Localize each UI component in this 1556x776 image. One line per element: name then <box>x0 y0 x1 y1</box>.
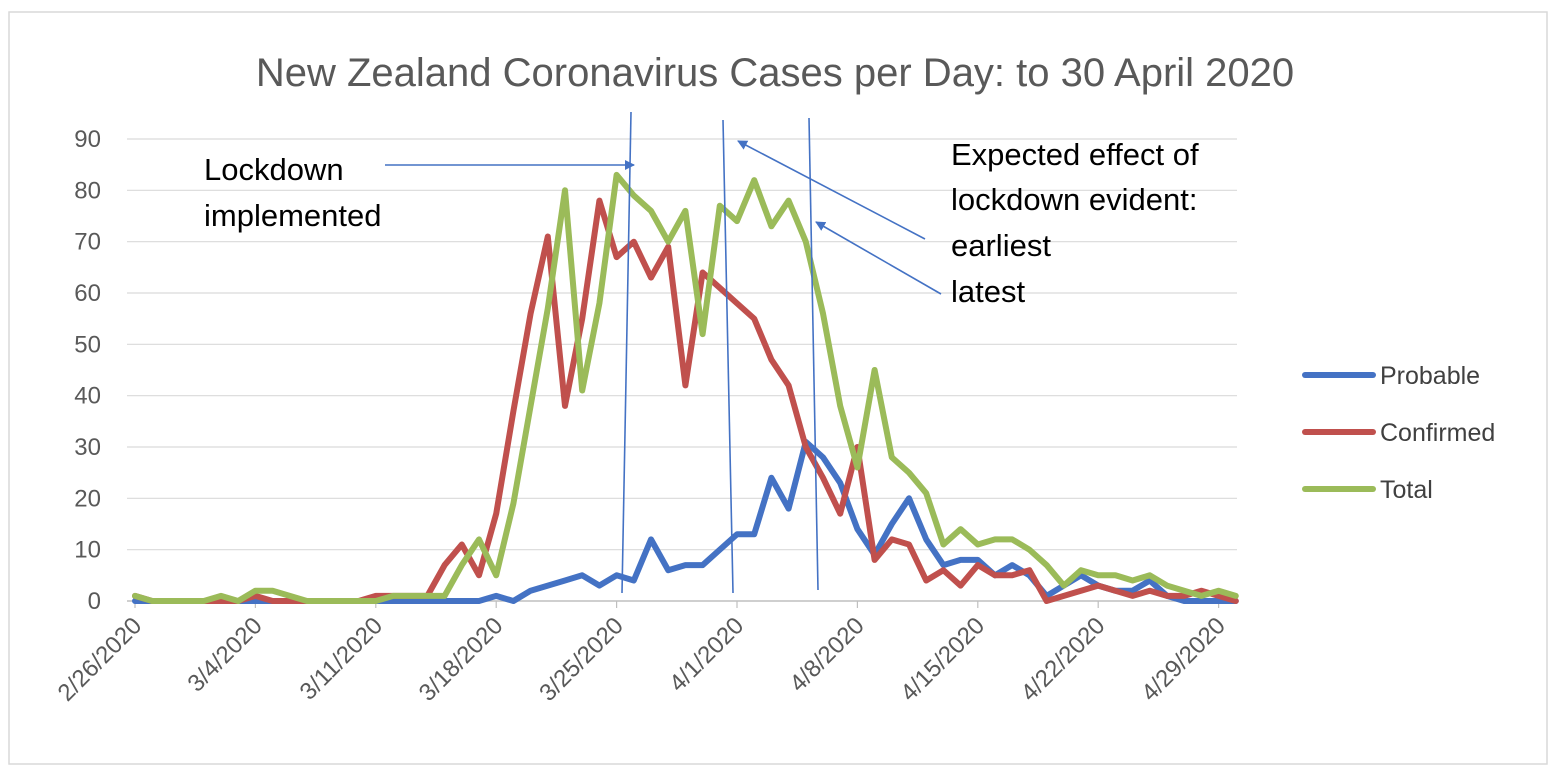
x-tick-label: 4/15/2020 <box>895 612 990 707</box>
y-tick-label: 20 <box>74 485 101 512</box>
x-tick-label: 4/22/2020 <box>1016 612 1111 707</box>
y-tick-label: 40 <box>74 383 101 410</box>
y-tick-label: 60 <box>74 280 101 307</box>
legend-label-confirmed: Confirmed <box>1380 419 1495 447</box>
x-tick-label: 3/4/2020 <box>182 612 267 697</box>
chart-title: New Zealand Coronavirus Cases per Day: t… <box>256 51 1294 95</box>
annotations: Lockdown implemented Expected effect of … <box>204 111 1199 594</box>
y-tick-label: 10 <box>74 537 101 564</box>
series-group <box>132 171 1239 604</box>
latest-marker-line <box>808 117 819 591</box>
legend: Probable Confirmed Total <box>1302 362 1495 504</box>
y-tick-label: 90 <box>74 126 101 153</box>
x-tick-label: 3/18/2020 <box>414 612 509 707</box>
legend-label-total: Total <box>1380 476 1433 504</box>
x-axis: 2/26/2020 3/4/2020 3/11/2020 3/18/2020 3/25/… <box>53 601 1231 707</box>
earliest-arrow <box>737 140 926 240</box>
earliest-marker-line <box>722 119 734 594</box>
y-axis: 0 10 20 30 40 50 60 70 80 90 <box>74 126 101 615</box>
lockdown-marker-line <box>621 111 632 594</box>
chart-border <box>8 11 1548 765</box>
y-tick-label: 80 <box>74 177 101 204</box>
series-line-total <box>132 171 1239 604</box>
x-tick-label: 2/26/2020 <box>53 612 148 707</box>
x-tick-label: 3/11/2020 <box>295 612 388 705</box>
annotation-expected-effect: Expected effect of <box>951 137 1199 172</box>
series-line-confirmed <box>132 197 1239 604</box>
annotation-earliest: earliest <box>951 228 1051 263</box>
x-tick-label: 4/1/2020 <box>664 612 749 697</box>
x-tick-label: 3/25/2020 <box>534 612 629 707</box>
annotation-implemented: implemented <box>204 198 381 233</box>
latest-arrow <box>815 221 942 295</box>
y-tick-label: 50 <box>74 331 101 358</box>
annotation-lockdown-evident: lockdown evident: <box>951 182 1197 217</box>
y-tick-label: 30 <box>74 434 101 461</box>
y-tick-label: 0 <box>88 588 101 615</box>
x-tick-label: 4/29/2020 <box>1136 612 1231 707</box>
x-tick-label: 4/8/2020 <box>784 612 869 697</box>
y-tick-label: 70 <box>74 229 101 256</box>
annotation-lockdown: Lockdown <box>204 152 344 187</box>
legend-label-probable: Probable <box>1380 362 1480 390</box>
annotation-latest: latest <box>951 274 1025 309</box>
